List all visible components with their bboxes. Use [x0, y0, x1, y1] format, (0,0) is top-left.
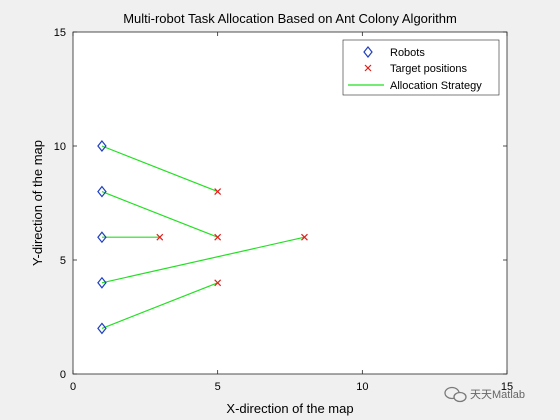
target-marker	[156, 233, 164, 241]
ticks: 0 5 10 15 0 5 10 15	[54, 27, 513, 393]
x-axis-label: X-direction of the map	[226, 401, 353, 416]
legend-marker-robots	[363, 46, 373, 58]
wechat-icon	[444, 386, 467, 403]
allocation-lines	[101, 145, 305, 329]
robot-marker	[97, 185, 107, 198]
allocation-line	[101, 191, 218, 238]
legend-marker-targets	[364, 64, 372, 72]
legend-label-targets: Target positions	[390, 63, 468, 75]
y-axis-label: Y-direction of the map	[30, 140, 45, 266]
target-marker	[301, 233, 308, 241]
allocation-line	[101, 236, 305, 284]
legend-label-robots: Robots	[390, 47, 425, 59]
robot-marker	[97, 276, 107, 289]
allocation-line	[101, 282, 218, 329]
watermark-text: 天天Matlab	[470, 389, 525, 401]
y-tick-label: 5	[60, 255, 66, 267]
x-tick-label: 10	[356, 381, 368, 393]
robot-marker	[97, 231, 107, 244]
axes-frame	[72, 31, 508, 375]
y-tick-label: 0	[60, 369, 66, 381]
y-tick-label: 10	[54, 141, 66, 153]
robot-marker	[97, 140, 107, 152]
target-marker	[214, 188, 222, 196]
x-tick-label: 5	[215, 381, 221, 393]
x-tick-label: 15	[501, 381, 513, 393]
y-tick-label: 15	[54, 27, 66, 39]
target-marker	[214, 279, 222, 287]
allocation-line	[101, 145, 218, 193]
legend-label-allocation: Allocation Strategy	[390, 80, 482, 92]
target-marker	[214, 233, 222, 241]
legend: Robots Target positions Allocation Strat…	[342, 39, 500, 96]
robot-marker	[97, 322, 107, 335]
x-tick-label: 0	[70, 381, 76, 393]
watermark: 天天Matlab	[444, 386, 525, 403]
chart-title: Multi-robot Task Allocation Based on Ant…	[123, 11, 457, 26]
markers	[97, 140, 308, 335]
